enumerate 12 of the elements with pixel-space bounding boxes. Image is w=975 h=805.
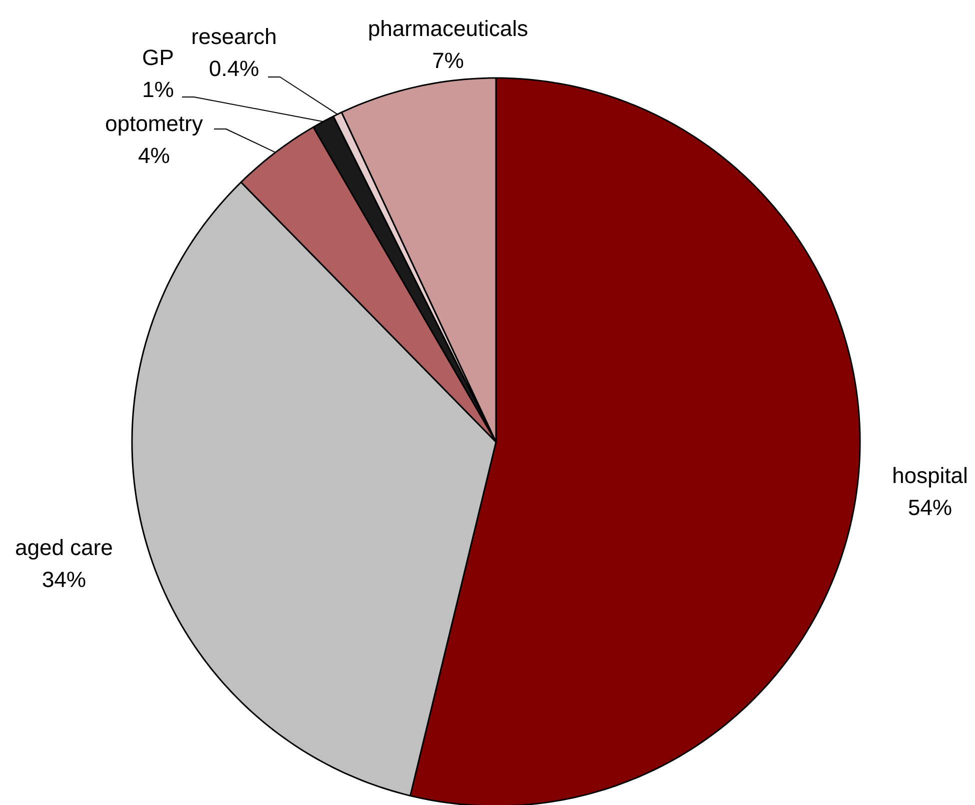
data-label: 0.4%: [210, 60, 258, 76]
slice-label: GP: [143, 50, 173, 66]
slice-label: pharmaceuticals: [369, 20, 528, 41]
slice-label: optometry: [106, 116, 203, 136]
slice-label: hospital: [894, 467, 966, 488]
data-label: 7%: [433, 52, 464, 68]
data-label: 1%: [144, 82, 174, 98]
data-label: 54%: [908, 500, 952, 516]
slice-label: research: [192, 28, 276, 44]
data-label: 4%: [138, 148, 170, 164]
slice-label: aged care: [16, 539, 112, 560]
data-label: 34%: [42, 572, 86, 588]
